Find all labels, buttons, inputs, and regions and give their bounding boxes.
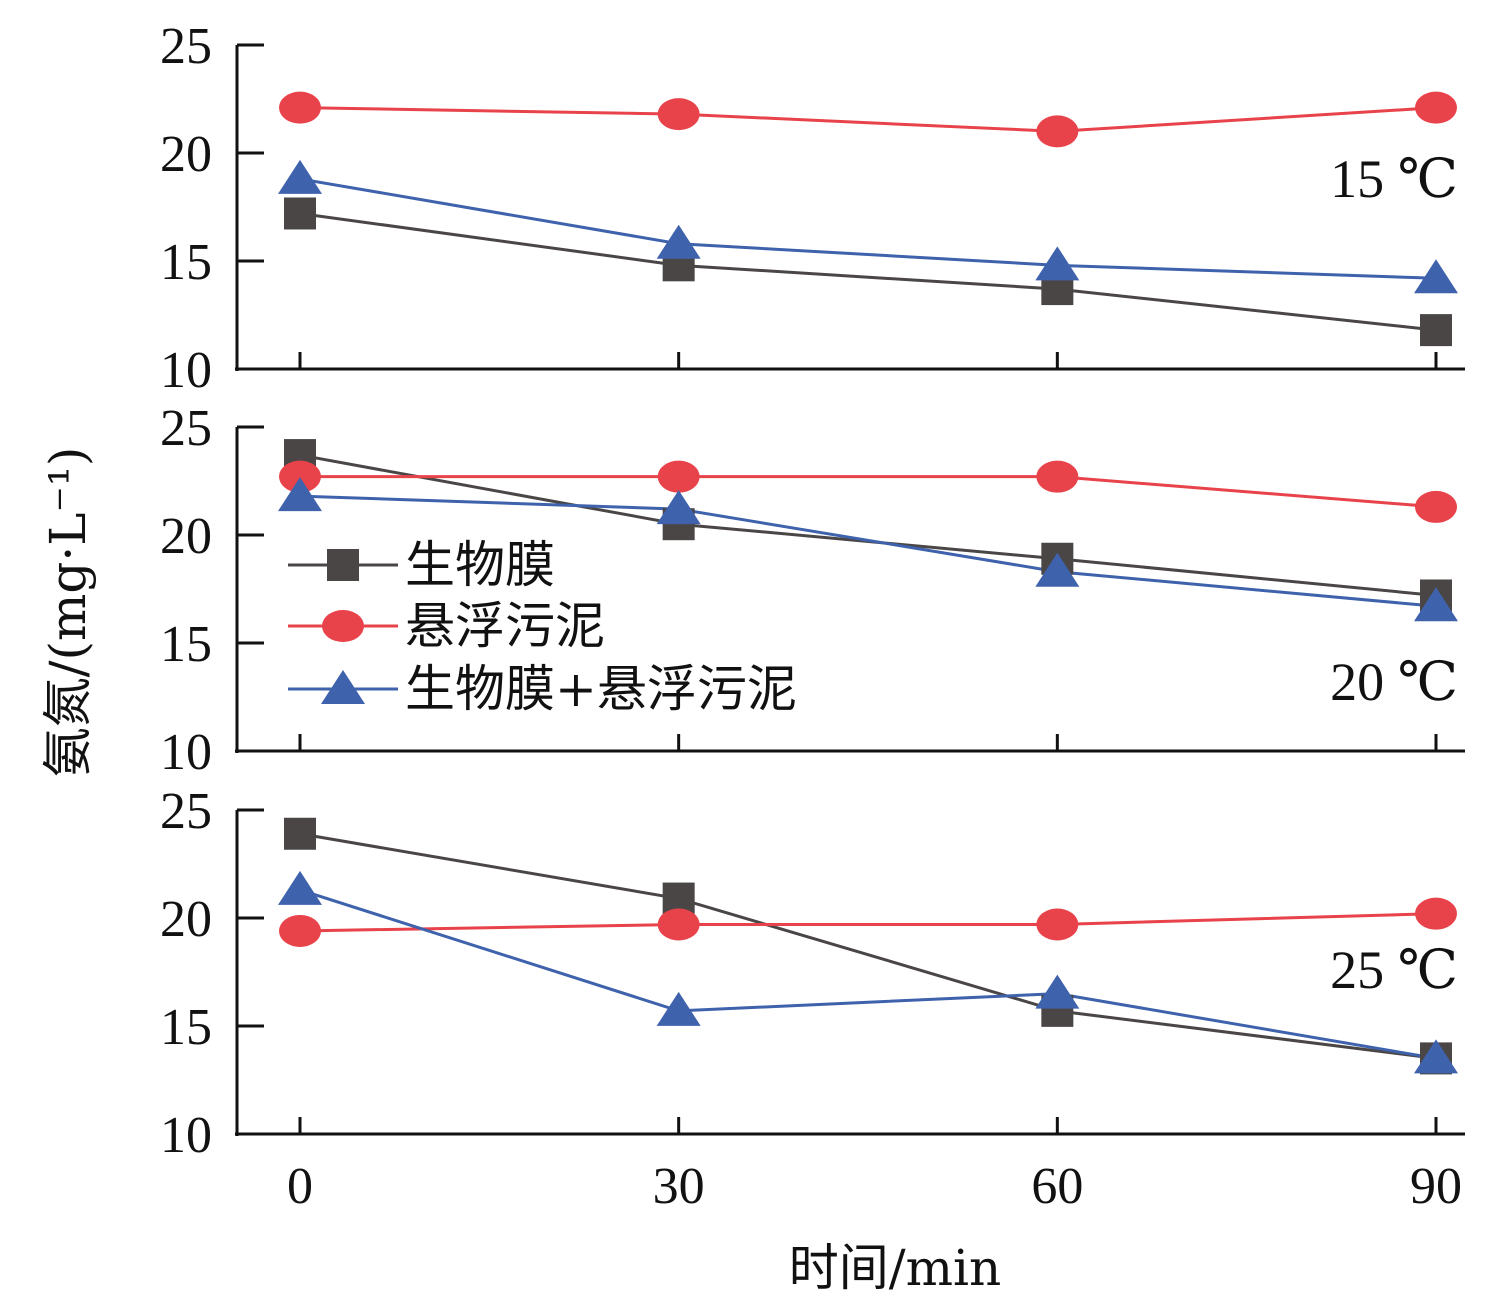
legend-square-marker (327, 549, 359, 581)
y-axis-title: 氨氮/(mg·L⁻¹) (39, 447, 97, 778)
panel-1: 10 15 20 25 15 ℃ (160, 18, 1465, 399)
y-tick-label-25: 25 (160, 18, 212, 75)
y-tick-label-15: 15 (160, 999, 212, 1056)
legend-label: 生物膜 (405, 536, 555, 594)
circle-marker-90 (1415, 490, 1457, 523)
panel-2: 10 15 20 25 20 ℃ (160, 400, 1465, 781)
legend-circle-marker (322, 610, 364, 642)
triangle-marker-0 (278, 477, 322, 512)
x-axis-title: 时间/min (789, 1239, 1001, 1297)
y-tick-label-20: 20 (160, 126, 212, 183)
y-tick-label-15: 15 (160, 616, 212, 673)
series-line-square (299, 832, 1437, 1060)
circle-marker-90 (1415, 897, 1457, 930)
triangle-marker-60 (1035, 552, 1080, 587)
square-marker-0 (284, 817, 316, 850)
y-tick-label-15: 15 (160, 234, 212, 291)
chart-panels: 10 15 20 25 15 ℃ 10 15 20 25 20 ℃ 10 15 20 25 25 ℃ (160, 18, 1465, 1164)
panel-3: 10 15 20 25 25 ℃ (160, 783, 1465, 1164)
circle-marker-30 (657, 98, 700, 131)
panel-temperature-label: 20 ℃ (1330, 652, 1458, 712)
triangle-marker-90 (1414, 259, 1458, 294)
circle-marker-30 (657, 460, 700, 493)
y-tick-label-25: 25 (160, 400, 212, 457)
triangle-marker-90 (1414, 1039, 1458, 1074)
triangle-marker-30 (656, 991, 701, 1026)
triangle-marker-60 (1035, 974, 1080, 1009)
y-tick-label-10: 10 (160, 342, 212, 399)
x-tick-label-0: 0 (287, 1158, 313, 1215)
legend-triangle-marker (321, 670, 365, 704)
circle-marker-0 (279, 91, 321, 124)
circle-marker-0 (279, 914, 321, 947)
square-marker-90 (1420, 314, 1452, 347)
series-line-circle (300, 475, 1437, 509)
triangle-marker-30 (656, 224, 701, 259)
circle-marker-90 (1415, 91, 1457, 124)
legend-item-square: 生物膜 (288, 536, 555, 594)
circle-marker-30 (657, 908, 700, 941)
triangle-marker-90 (1414, 587, 1458, 622)
square-marker-0 (284, 197, 316, 230)
circle-marker-60 (1036, 460, 1079, 493)
legend-label: 悬浮污泥 (405, 597, 605, 655)
y-tick-label-10: 10 (160, 724, 212, 781)
triangle-marker-60 (1035, 246, 1080, 281)
series-line-triangle (299, 494, 1437, 608)
series-line-circle (299, 106, 1437, 133)
legend-item-circle: 悬浮污泥 (288, 597, 605, 655)
series-line-square (299, 211, 1437, 332)
triangle-marker-30 (656, 490, 701, 525)
y-tick-label-20: 20 (160, 508, 212, 565)
series-line-triangle (299, 888, 1437, 1060)
x-tick-label-90: 90 (1410, 1158, 1462, 1215)
series-line-triangle (299, 177, 1437, 280)
legend-item-triangle: 生物膜+悬浮污泥 (288, 660, 797, 718)
panel-temperature-label: 25 ℃ (1330, 940, 1458, 1000)
circle-marker-60 (1036, 908, 1079, 941)
triangle-marker-0 (278, 870, 322, 905)
x-axis-tick-labels: 0 30 60 90 (287, 1158, 1462, 1215)
x-tick-label-30: 30 (653, 1158, 705, 1215)
legend-label: 生物膜+悬浮污泥 (405, 660, 797, 718)
x-tick-label-60: 60 (1031, 1158, 1083, 1215)
circle-marker-60 (1036, 115, 1079, 148)
y-tick-label-20: 20 (160, 891, 212, 948)
panel-temperature-label: 15 ℃ (1330, 149, 1458, 209)
triangle-marker-0 (278, 159, 322, 194)
series-line-circle (299, 912, 1437, 933)
y-tick-label-10: 10 (160, 1107, 212, 1164)
y-tick-label-25: 25 (160, 783, 212, 840)
circle-marker-0 (279, 460, 321, 493)
